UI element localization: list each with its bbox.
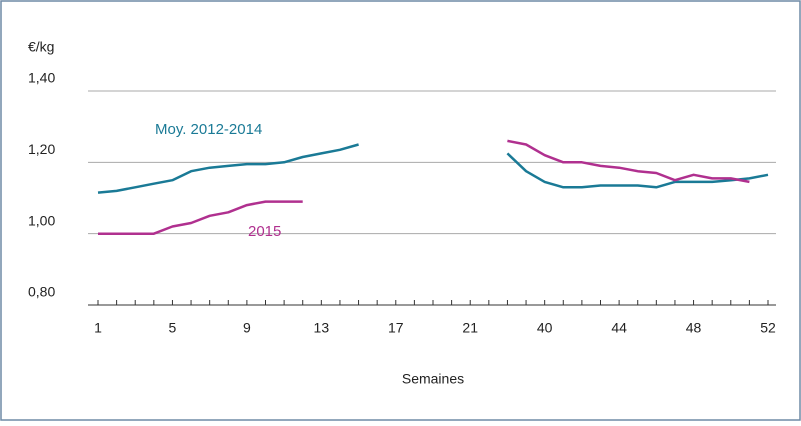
x-tick-label: 21 <box>462 320 478 336</box>
x-tick-label: 40 <box>537 320 553 336</box>
x-tick-label: 44 <box>611 320 627 336</box>
x-tick-label: 1 <box>94 320 102 336</box>
y-tick-label: 1,00 <box>28 212 55 228</box>
series-line <box>97 143 769 194</box>
x-tick-label: 48 <box>686 320 702 336</box>
x-tick-label: 13 <box>314 320 330 336</box>
series-label: Moy. 2012-2014 <box>155 121 262 138</box>
series-label: 2015 <box>248 223 281 240</box>
x-tick-label: 5 <box>169 320 177 336</box>
y-tick-label: 1,40 <box>28 70 55 86</box>
series-line <box>98 139 750 235</box>
y-tick-label: 0,80 <box>28 284 55 300</box>
x-tick-label: 17 <box>388 320 404 336</box>
y-tick-label: 1,20 <box>28 141 55 157</box>
x-tick-label: 52 <box>760 320 776 336</box>
x-axis-label: Semaines <box>402 371 464 387</box>
x-tick-label: 9 <box>243 320 251 336</box>
y-axis-label: €/kg <box>28 39 54 55</box>
